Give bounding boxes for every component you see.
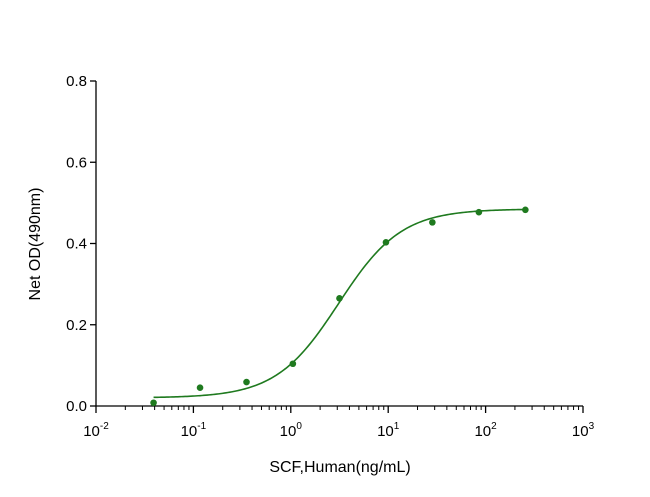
data-point bbox=[475, 208, 483, 216]
data-point bbox=[429, 219, 436, 226]
x-tick-label: 102 bbox=[474, 421, 497, 440]
x-tick-label: 10-2 bbox=[83, 421, 109, 440]
y-tick-label: 0.4 bbox=[66, 236, 87, 253]
y-tick-label: 0.8 bbox=[66, 73, 87, 90]
y-tick-label: 0.0 bbox=[66, 398, 87, 415]
data-point bbox=[336, 295, 343, 302]
y-axis-title: Net OD(490nm) bbox=[27, 188, 44, 301]
y-tick-label: 0.6 bbox=[66, 154, 87, 171]
x-tick-label: 10-1 bbox=[181, 421, 207, 440]
data-point bbox=[522, 206, 529, 214]
x-tick-label: 100 bbox=[280, 421, 303, 440]
data-point bbox=[382, 238, 390, 246]
x-ticks: 10-2 10-1 100 101 102 103 bbox=[83, 406, 595, 440]
fit-curve bbox=[153, 208, 526, 399]
x-tick-label: 103 bbox=[572, 421, 595, 440]
data-points bbox=[150, 206, 529, 407]
data-point bbox=[243, 378, 250, 386]
data-point bbox=[289, 360, 297, 368]
y-tick-label: 0.2 bbox=[66, 317, 87, 334]
x-tick-label: 101 bbox=[377, 421, 400, 440]
data-point bbox=[196, 384, 204, 392]
y-ticks: 0.0 0.2 0.4 0.6 0.8 bbox=[66, 73, 96, 415]
data-point bbox=[150, 399, 157, 407]
x-axis-title: SCF,Human(ng/mL) bbox=[269, 459, 410, 476]
axes bbox=[95, 81, 583, 407]
